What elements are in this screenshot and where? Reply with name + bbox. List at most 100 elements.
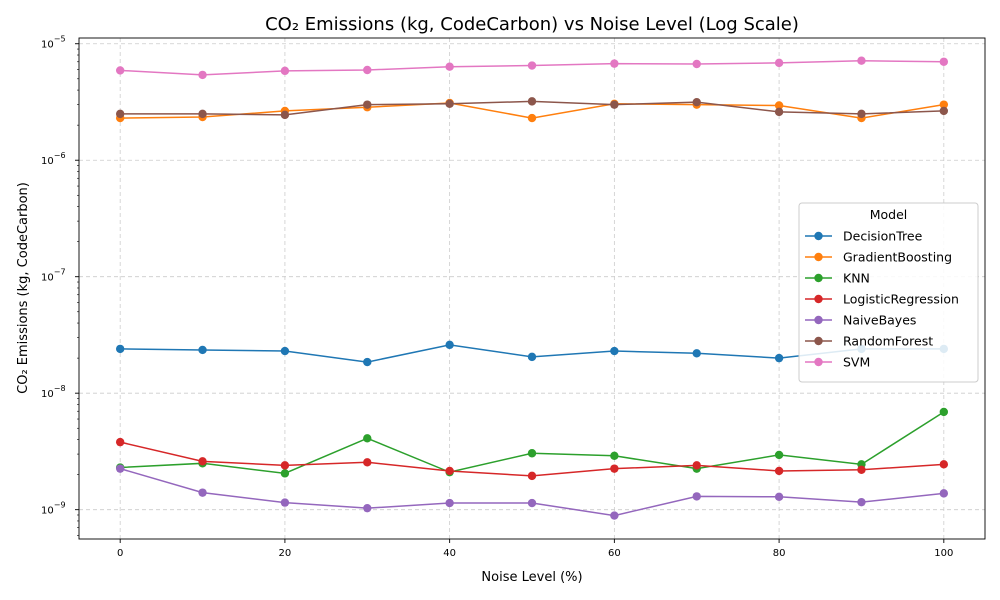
y-tick-label: 10−7 bbox=[41, 268, 66, 284]
legend-swatch-marker bbox=[814, 273, 823, 283]
legend-item: KNN bbox=[805, 271, 870, 286]
data-point bbox=[363, 65, 372, 75]
series-NaiveBayes bbox=[115, 464, 949, 520]
data-point bbox=[692, 97, 701, 107]
data-point bbox=[198, 70, 207, 80]
legend-item: GradientBoosting bbox=[805, 250, 952, 265]
data-point bbox=[610, 59, 619, 68]
data-point bbox=[692, 492, 701, 501]
x-tick-label: 60 bbox=[608, 548, 621, 559]
legend-item: SVM bbox=[805, 355, 870, 370]
legend-label: RandomForest bbox=[843, 334, 933, 349]
data-point bbox=[527, 97, 537, 106]
data-point bbox=[857, 109, 866, 119]
data-point bbox=[527, 352, 537, 362]
data-point bbox=[363, 100, 372, 109]
data-point bbox=[115, 437, 125, 447]
y-tick-label: 10−8 bbox=[41, 384, 66, 400]
data-point bbox=[363, 503, 372, 513]
data-point bbox=[610, 464, 619, 473]
data-point bbox=[610, 511, 619, 520]
legend-swatch-marker bbox=[814, 294, 823, 304]
data-point bbox=[445, 99, 454, 109]
legend-swatch-marker bbox=[814, 357, 823, 367]
data-point bbox=[774, 107, 784, 117]
grid bbox=[79, 38, 985, 539]
legend-label: DecisionTree bbox=[843, 229, 923, 244]
data-point bbox=[692, 461, 701, 470]
data-point bbox=[280, 461, 290, 470]
x-tick-label: 40 bbox=[443, 548, 456, 559]
data-point bbox=[939, 106, 949, 116]
data-point bbox=[280, 498, 290, 507]
x-axis-title: Noise Level (%) bbox=[481, 570, 582, 585]
data-point bbox=[939, 407, 949, 417]
y-tick-label: 10−6 bbox=[41, 151, 66, 167]
data-point bbox=[610, 100, 619, 109]
data-point bbox=[527, 471, 537, 481]
data-point bbox=[527, 498, 537, 508]
y-axis-title: CO₂ Emissions (kg, CodeCarbon) bbox=[16, 182, 31, 394]
data-point bbox=[939, 489, 949, 498]
data-point bbox=[774, 492, 784, 501]
x-tick-label: 100 bbox=[934, 548, 953, 559]
data-point bbox=[857, 497, 866, 507]
legend-swatch-marker bbox=[814, 252, 823, 262]
x-tick-label: 80 bbox=[773, 548, 786, 559]
data-point bbox=[363, 434, 372, 443]
axes: 0 20 40 60 80 100 10−9 10−8 10−7 10−6 10−5 bbox=[41, 35, 986, 559]
data-point bbox=[774, 353, 784, 363]
data-point bbox=[198, 457, 207, 466]
data-point bbox=[445, 466, 454, 476]
legend-swatch-marker bbox=[814, 336, 823, 346]
data-point bbox=[939, 57, 949, 66]
data-point bbox=[198, 488, 207, 497]
data-point bbox=[857, 56, 866, 65]
y-tick-label: 10−9 bbox=[41, 501, 66, 517]
data-point bbox=[774, 101, 784, 110]
legend: Model DecisionTree GradientBoosting KNN Logi… bbox=[798, 202, 979, 383]
data-point bbox=[198, 109, 207, 119]
data-point bbox=[610, 346, 619, 356]
legend-label: LogisticRegression bbox=[843, 292, 959, 307]
legend-label: GradientBoosting bbox=[843, 250, 952, 265]
data-point bbox=[527, 449, 537, 458]
data-point bbox=[115, 66, 125, 75]
data-point bbox=[527, 61, 537, 70]
legend-title: Model bbox=[870, 207, 908, 222]
data-point bbox=[692, 59, 701, 69]
data-point bbox=[280, 469, 290, 478]
data-point bbox=[445, 62, 454, 71]
series-LogisticRegression bbox=[115, 437, 949, 481]
data-point bbox=[939, 100, 949, 109]
legend-item: LogisticRegression bbox=[805, 292, 959, 307]
data-point bbox=[115, 464, 125, 473]
chart-title: CO₂ Emissions (kg, CodeCarbon) vs Noise … bbox=[265, 14, 799, 35]
legend-swatch-marker bbox=[814, 315, 823, 325]
data-point bbox=[774, 58, 784, 68]
data-point bbox=[280, 66, 290, 76]
legend-swatch-marker bbox=[814, 231, 823, 241]
legend-label: SVM bbox=[843, 355, 870, 370]
data-point bbox=[445, 340, 454, 350]
y-tick-label: 10−5 bbox=[41, 35, 66, 51]
legend-box bbox=[798, 202, 979, 383]
data-point bbox=[445, 498, 454, 508]
legend-item: RandomForest bbox=[805, 334, 933, 349]
x-tick-label: 20 bbox=[279, 548, 292, 559]
data-point bbox=[774, 450, 784, 460]
legend-item: DecisionTree bbox=[805, 229, 923, 244]
data-point bbox=[363, 458, 372, 467]
data-point bbox=[692, 349, 701, 358]
data-point bbox=[857, 465, 866, 474]
plot-frame bbox=[78, 37, 986, 540]
data-point bbox=[939, 460, 949, 469]
data-point bbox=[363, 357, 372, 367]
series-SVM bbox=[115, 56, 949, 80]
data-point bbox=[115, 109, 125, 119]
data-point bbox=[527, 113, 537, 123]
legend-label: NaiveBayes bbox=[843, 313, 916, 328]
series-line bbox=[120, 411, 945, 475]
data-point bbox=[610, 451, 619, 461]
